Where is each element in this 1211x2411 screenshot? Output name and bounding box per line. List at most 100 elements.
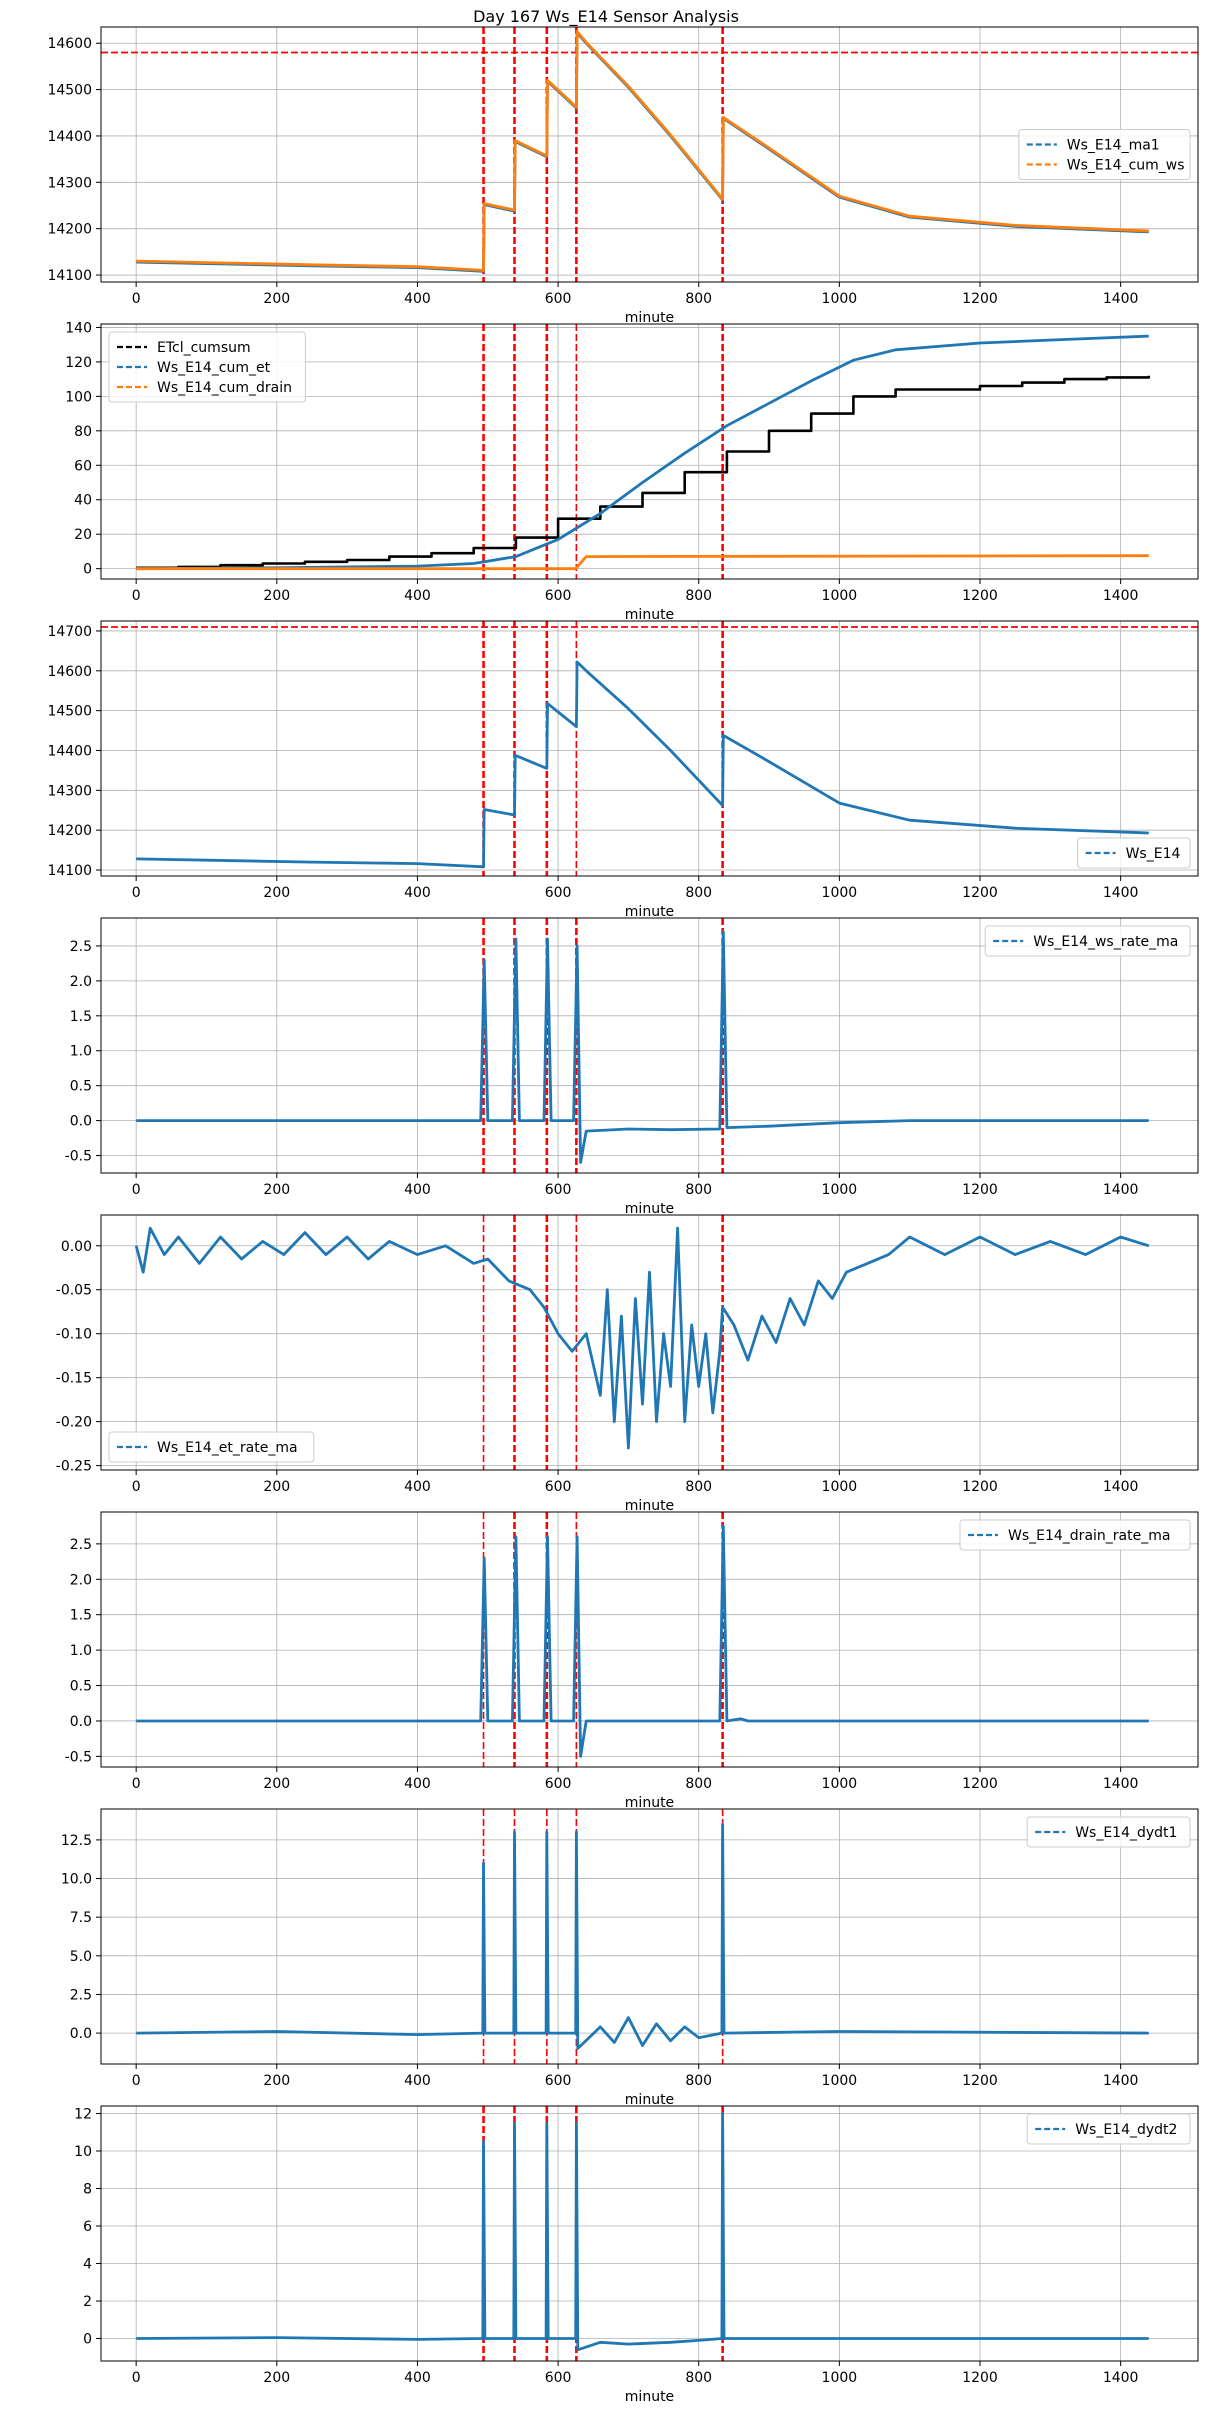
x-axis-label: minute — [625, 2389, 674, 2405]
x-tick-label: 800 — [685, 588, 712, 604]
y-tick-label: 120 — [65, 355, 92, 371]
y-tick-label: 14200 — [47, 222, 92, 238]
y-tick-label: 2.0 — [70, 974, 92, 990]
legend-box — [108, 1431, 315, 1463]
x-tick-label: 1000 — [822, 291, 858, 307]
x-tick-label: 200 — [263, 885, 290, 901]
series-line-1 — [136, 375, 1151, 570]
y-tick-label: 14600 — [47, 36, 92, 52]
y-tick-label: 12.5 — [61, 1833, 92, 1849]
x-tick-label: 1200 — [962, 1776, 998, 1792]
subplot-7: 0 200 400 600 800 1000 1200 1400 0.0 2.5 5.0 7.5 10.… — [61, 1808, 1199, 2108]
y-tick-label: -0.25 — [56, 1459, 92, 1475]
x-axis-label: minute — [625, 607, 674, 623]
plot-area — [101, 1809, 1198, 2064]
axes-frame — [100, 1808, 1199, 2065]
series-line-1 — [136, 1524, 1149, 1758]
x-tick-label: 400 — [404, 2370, 431, 2386]
y-tick-label: -0.20 — [56, 1415, 92, 1431]
x-axis-label: minute — [625, 1498, 674, 1514]
y-tick-label: 5.0 — [70, 1949, 92, 1965]
y-tick-label: 8 — [83, 2182, 92, 2198]
y-tick-label: 14300 — [47, 175, 92, 191]
y-tick-label: -0.5 — [65, 1749, 92, 1765]
axes-frame — [100, 2105, 1199, 2362]
series-line-1 — [136, 930, 1149, 1164]
subplot-4: 0 200 400 600 800 1000 1200 1400 -0.5 0.0 0.5 1.0 1.… — [65, 917, 1199, 1217]
x-tick-label: 1200 — [962, 1182, 998, 1198]
legend: Ws_E14_dydt2 — [1026, 2113, 1191, 2145]
legend-label: Ws_E14_cum_drain — [157, 380, 292, 396]
series-line-1 — [134, 1226, 1150, 1450]
x-tick-label: 1400 — [1103, 1776, 1139, 1792]
series-line-3 — [136, 554, 1149, 571]
subplot-1: 0 200 400 600 800 1000 1200 1400 14100 14200 14300… — [47, 26, 1199, 326]
y-tick-label: 1.5 — [70, 1608, 92, 1624]
x-tick-label: 1400 — [1103, 291, 1139, 307]
x-tick-label: 0 — [132, 1776, 141, 1792]
plot-area — [101, 621, 1198, 876]
x-tick-label: 600 — [545, 2073, 572, 2089]
y-tick-label: 1.5 — [70, 1009, 92, 1025]
subplot-6: 0 200 400 600 800 1000 1200 1400 -0.5 0.0 0.5 1.0 1.… — [65, 1511, 1199, 1811]
legend: Ws_E14_dydt1 — [1026, 1816, 1191, 1848]
y-tick-label: 4 — [83, 2257, 92, 2273]
x-tick-label: 1200 — [962, 588, 998, 604]
y-tick-label: 14700 — [47, 624, 92, 640]
y-tick-label: 2.5 — [70, 1537, 92, 1553]
subplot-5: 0 200 400 600 800 1000 1200 1400 -0.25 -0.20 -0.15… — [56, 1214, 1199, 1514]
x-tick-label: 400 — [404, 291, 431, 307]
x-tick-label: 600 — [545, 1776, 572, 1792]
x-tick-label: 1200 — [962, 1479, 998, 1495]
x-tick-label: 400 — [404, 1182, 431, 1198]
x-tick-label: 0 — [132, 1182, 141, 1198]
x-tick-label: 1000 — [822, 1776, 858, 1792]
y-tick-label: 10 — [74, 2144, 92, 2160]
y-tick-label: 7.5 — [70, 1910, 92, 1926]
x-tick-label: 1400 — [1103, 1479, 1139, 1495]
y-tick-label: 0.5 — [70, 1679, 92, 1695]
legend: Ws_E14_ma1 Ws_E14_cum_ws — [1018, 129, 1191, 180]
y-tick-label: 80 — [74, 424, 92, 440]
legend-label: Ws_E14_cum_et — [157, 360, 271, 376]
axes-frame — [100, 1511, 1199, 1768]
series-line-1 — [136, 1823, 1149, 2050]
x-tick-label: 800 — [685, 1182, 712, 1198]
legend-box — [1077, 837, 1191, 869]
x-tick-label: 1000 — [822, 1479, 858, 1495]
x-tick-label: 600 — [545, 1479, 572, 1495]
legend-box — [1026, 2113, 1191, 2145]
x-tick-label: 200 — [263, 1479, 290, 1495]
axes-frame — [100, 620, 1199, 877]
x-tick-label: 1000 — [822, 1182, 858, 1198]
x-tick-label: 400 — [404, 2073, 431, 2089]
x-tick-label: 0 — [132, 588, 141, 604]
subplot-3: 0 200 400 600 800 1000 1200 1400 14100 14200 14300… — [47, 620, 1199, 920]
x-tick-label: 0 — [132, 885, 141, 901]
y-tick-label: 0.0 — [70, 1714, 92, 1730]
y-tick-label: 2.5 — [70, 939, 92, 955]
y-tick-label: 14400 — [47, 743, 92, 759]
x-tick-label: 0 — [132, 2370, 141, 2386]
x-tick-label: 400 — [404, 1776, 431, 1792]
y-tick-label: 14600 — [47, 664, 92, 680]
x-tick-label: 0 — [132, 1479, 141, 1495]
y-tick-label: 14100 — [47, 268, 92, 284]
x-tick-label: 200 — [263, 2370, 290, 2386]
x-tick-label: 600 — [545, 2370, 572, 2386]
y-tick-label: 0 — [83, 2332, 92, 2348]
y-tick-label: -0.5 — [65, 1149, 92, 1165]
y-tick-label: 14500 — [47, 704, 92, 720]
x-tick-label: 1000 — [822, 588, 858, 604]
legend-label: ETcl_cumsum — [157, 340, 251, 356]
subplot-8: 0 200 400 600 800 1000 1200 1400 0 2 4 6 8 10 12 minute… — [74, 2105, 1199, 2405]
x-tick-label: 1400 — [1103, 1182, 1139, 1198]
plot-area — [101, 2106, 1198, 2361]
x-axis-label: minute — [625, 310, 674, 326]
x-tick-label: 800 — [685, 1479, 712, 1495]
y-tick-label: 14100 — [47, 863, 92, 879]
y-tick-label: 0.0 — [70, 2026, 92, 2042]
y-tick-label: 0.5 — [70, 1079, 92, 1095]
x-tick-label: 200 — [263, 1776, 290, 1792]
